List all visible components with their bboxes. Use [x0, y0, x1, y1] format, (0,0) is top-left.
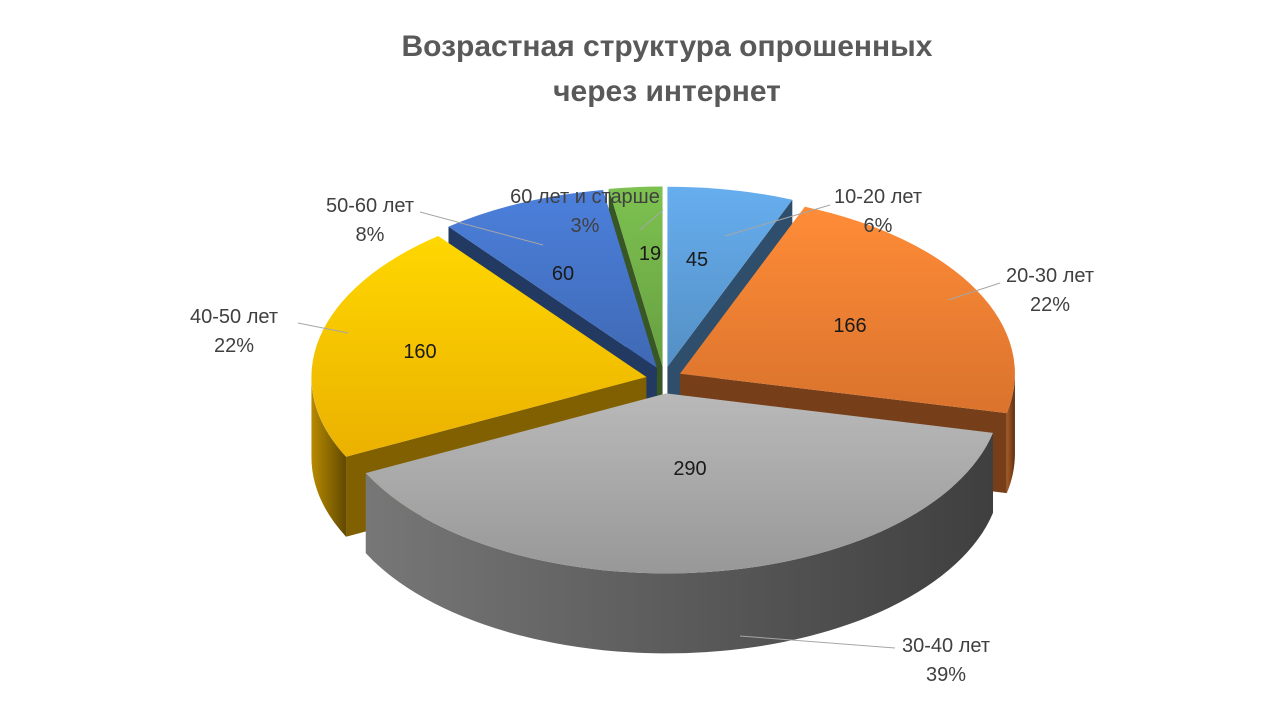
percent-label-5: 3%	[571, 215, 600, 237]
labels-layer: 45 10-20 лет 6% 166 20-30 лет 22% 290 30-40 лет…	[190, 186, 1094, 686]
slice-top-1	[679, 206, 1015, 414]
slice-side-1	[1006, 373, 1015, 494]
value-label-0: 45	[686, 249, 708, 271]
category-label-0: 10-20 лет	[834, 186, 922, 208]
slice-top-0	[667, 186, 793, 367]
slice-top-4	[448, 189, 657, 368]
value-label-2: 290	[673, 458, 706, 480]
leader-line-0	[724, 204, 831, 237]
percent-label-2: 39%	[926, 664, 966, 686]
leader-line-5	[639, 209, 664, 231]
category-label-4: 50-60 лет	[326, 195, 414, 217]
slice-side-3	[311, 377, 347, 537]
slices-layer	[311, 186, 1015, 654]
percent-label-0: 6%	[864, 215, 893, 237]
value-label-3: 160	[403, 341, 436, 363]
slice-top-5	[608, 186, 663, 367]
percent-label-4: 8%	[356, 224, 385, 246]
leader-line-3	[297, 322, 349, 334]
slice-side-2	[365, 432, 994, 654]
value-label-1: 166	[833, 315, 866, 337]
value-label-5: 19	[639, 243, 661, 265]
slice-2	[365, 393, 994, 654]
leader-line-2	[739, 635, 896, 649]
leader-line-4	[419, 211, 544, 246]
value-label-4: 60	[552, 263, 574, 285]
percent-label-3: 22%	[214, 335, 254, 357]
slice-top-2	[365, 393, 994, 574]
percent-label-1: 22%	[1030, 294, 1070, 316]
category-label-5: 60 лет и старше	[510, 186, 660, 208]
category-label-2: 30-40 лет	[902, 635, 990, 657]
chart-title-line-1: Возрастная структура опрошенных	[402, 30, 933, 63]
slice-top-3	[311, 236, 647, 457]
chart-title-line-2: через интернет	[553, 75, 781, 108]
category-label-1: 20-30 лет	[1006, 265, 1094, 287]
leader-line-1	[947, 282, 1001, 301]
category-label-3: 40-50 лет	[190, 306, 278, 328]
